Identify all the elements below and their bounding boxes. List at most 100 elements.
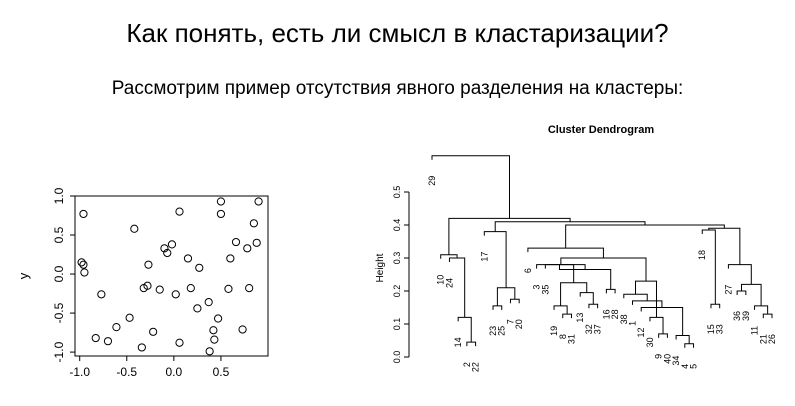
scatter-point [216,209,226,219]
dendrogram-leaf-label: 39 [741,311,751,321]
scatter-point [210,335,219,344]
scatter-point [155,285,164,294]
dendrogram-leaf-label: 9 [654,354,664,359]
dendrogram-link [553,305,568,315]
scatter-point [209,326,218,335]
dendrogram-leaf-label: 28 [610,309,620,319]
dendrogram-link [708,227,741,265]
scatter-point [125,313,134,322]
slide-subtitle: Рассмотрим пример отсутствия явного разд… [111,78,684,99]
dendrogram-leaf-label: 40 [662,354,672,364]
scatter-y-tick-label: -0.5 [52,302,66,323]
scatter-point [226,254,235,263]
dendrogram-leaf-label: 8 [558,334,568,339]
dendrogram-link [565,224,725,249]
dendrogram-y-tick-label: 0.5 [392,186,402,199]
dendrogram-link [640,307,684,336]
dendrogram-title: Cluster Dendrogram [548,124,655,136]
scatter-x-tick-label: 0.0 [166,365,183,379]
dendrogram-leaf-label: 33 [715,324,725,334]
scatter-point [171,290,180,299]
dendrogram-link [588,303,599,309]
dendrogram-leaf-label: 17 [479,252,489,262]
scatter-x-tick-label: -0.5 [116,365,137,379]
dendrogram-y-tick-label: 0.0 [392,351,402,364]
dendrogram-link [536,264,586,270]
scatter-point [183,254,193,263]
scatter-point [79,209,88,219]
dendrogram-leaf-label: 5 [689,364,699,369]
scatter-point [79,260,88,269]
dendrogram-link [562,313,572,319]
scatter-x-tick-label: -1.0 [69,365,90,379]
scatter-y-axis-label: y [16,272,31,279]
dendrogram-leaf-label: 36 [732,311,742,321]
dendrogram-leaf-label: 37 [593,324,603,334]
dendrogram-leaf-label: 16 [601,309,611,319]
dendrogram: Cluster Dendrogram Height 0.0 0.1 0.2 0.3 0.… [375,124,777,372]
dendrogram-leaf-label: 34 [671,356,681,366]
dendrogram-link [762,313,773,319]
dendrogram-leaf-label: 26 [767,334,777,344]
scatter-y-tick-label: 0.5 [52,226,66,243]
dendrogram-link [649,316,664,334]
dendrogram-link [579,292,594,305]
dendrogram-link [710,303,721,309]
scatter-point [77,258,86,267]
scatter-point [245,283,254,293]
dendrogram-y-tick-label: 0.1 [392,318,402,331]
dendrogram-link [727,264,752,285]
dendrogram-link [496,287,516,306]
dendrogram-leaf-label: 15 [706,324,716,334]
scatter-point [216,197,226,206]
dendrogram-leaf-label: 18 [697,250,707,260]
dendrogram-link [632,300,663,308]
dendrogram-leaf-label: 11 [750,326,760,335]
dendrogram-leaf-label: 12 [636,328,646,338]
scatter-point [149,327,158,336]
scatter-point [103,337,113,346]
scatter-x-tick-label: 0.5 [213,365,230,379]
scatter-point [254,197,263,206]
scatter-point [80,268,89,277]
scatter-point [252,238,261,247]
dendrogram-leaf-label: 14 [453,337,463,347]
scatter-point [214,314,223,323]
dendrogram-link [492,305,503,310]
dendrogram-leaf-label: 4 [680,364,690,369]
scatter-y-tick-label: -1.0 [52,341,66,362]
dendrogram-link [701,229,716,305]
dendrogram-leaf-label: 25 [497,326,507,336]
scatter-point [224,284,233,293]
scatter-point [175,338,184,347]
dendrogram-link [431,155,510,219]
dendrogram-leaf-label: 27 [723,285,733,295]
scatter-point [186,283,195,293]
dendrogram-leaf-label: 20 [514,319,524,329]
dendrogram-leaf-label: 38 [619,314,629,324]
scatter-point [91,333,100,343]
scatter-point [97,290,106,299]
scatter-plot: -1.0 -0.5 0.0 0.5 -1.0 -0.5 0.0 0.5 1.0 y [16,187,269,379]
slide-title: Как понять, есть ли смысл в кластаризаци… [126,18,669,48]
scatter-point [193,304,202,313]
dendrogram-leaf-label: 10 [436,275,446,285]
dendrogram-y-axis-label: Height [375,253,386,282]
dendrogram-leaf-label: 3 [532,285,542,290]
dendrogram-link [560,282,588,306]
dendrogram-leaf-label: 32 [584,324,594,334]
dendrogram-leaf-label: 31 [566,334,576,344]
dendrogram-leaf-label: 23 [488,326,498,336]
scatter-point [205,347,214,356]
scatter-point [160,244,169,253]
dendrogram-link [675,335,690,344]
dendrogram-link [527,247,604,258]
dendrogram-link [684,343,695,348]
dendrogram-leaf-label: 21 [758,334,768,344]
dendrogram-link [509,298,520,304]
scatter-point [195,263,204,272]
dendrogram-leaf-label: 7 [505,319,515,324]
scatter-plot-box [74,195,269,357]
scatter-point [163,248,172,258]
